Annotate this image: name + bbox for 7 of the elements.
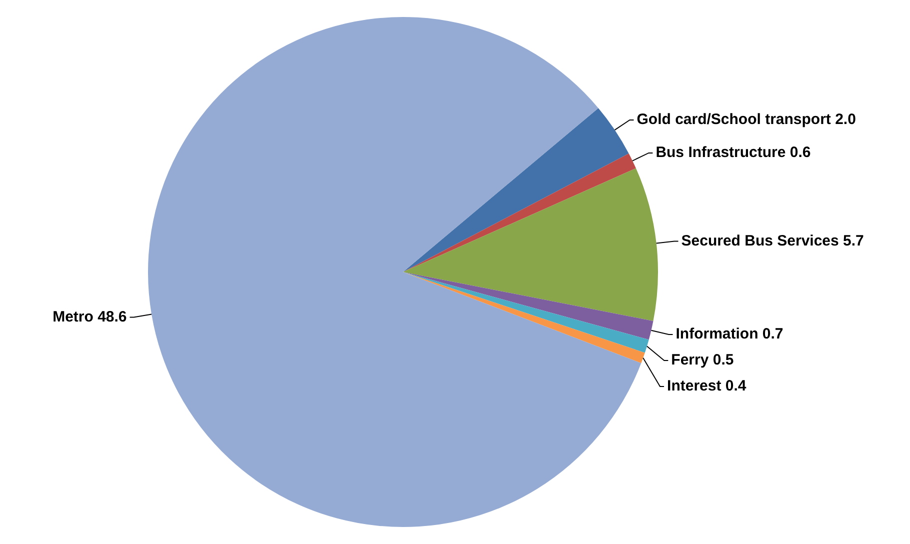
slice-label: Information 0.7: [676, 326, 784, 343]
slice-label: Gold card/School transport 2.0: [636, 111, 856, 128]
slice-label: Bus Infrastructure 0.6: [656, 144, 811, 162]
slice-label: Metro 48.6: [52, 308, 127, 326]
slice-label: Secured Bus Services 5.7: [681, 232, 864, 250]
slice-label: Ferry 0.5: [671, 352, 734, 369]
slice-label: Interest 0.4: [667, 378, 747, 395]
